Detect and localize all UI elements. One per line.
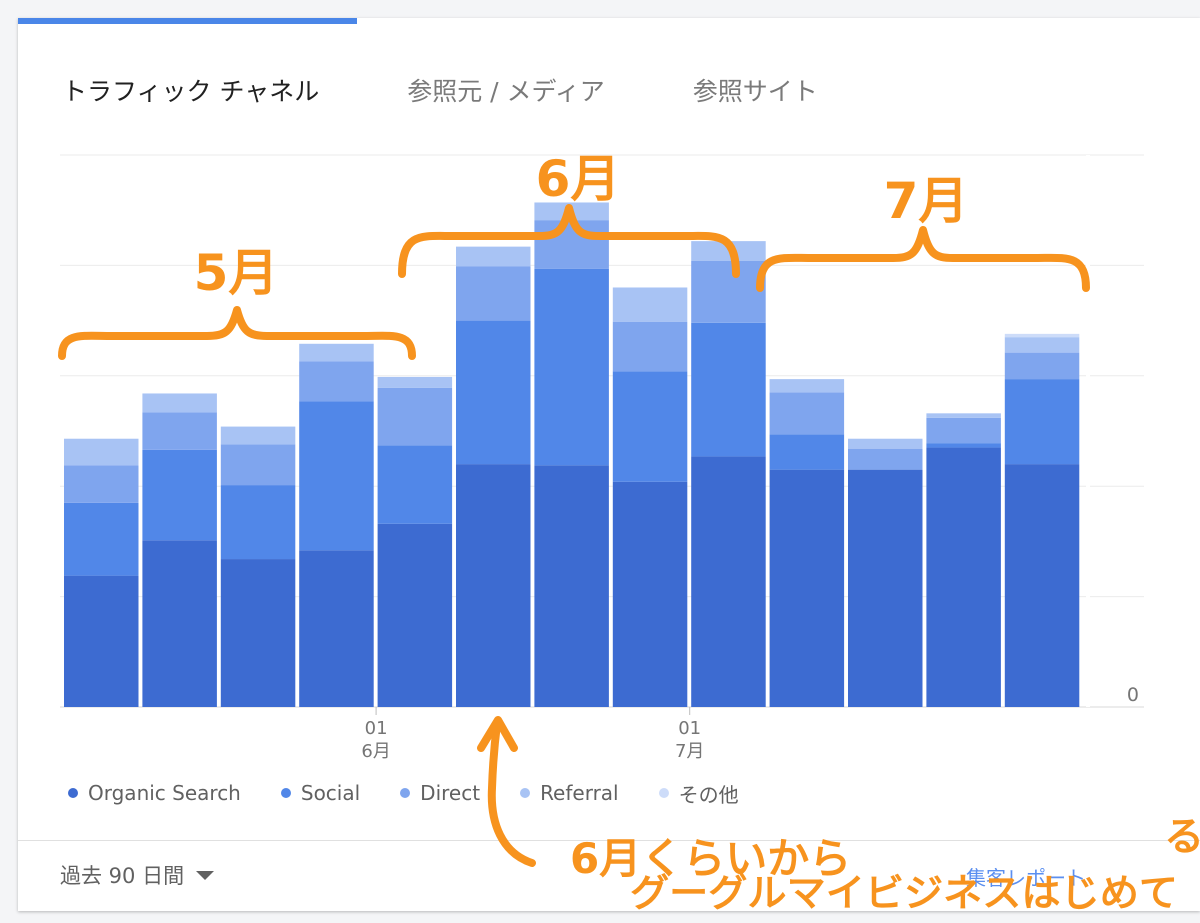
bar-segment bbox=[142, 449, 217, 541]
bar-segment bbox=[769, 434, 845, 470]
legend-dot-icon bbox=[520, 788, 531, 798]
legend-item[interactable]: Referral bbox=[520, 781, 619, 805]
chart-legend: Organic Search Social Direct Referral その他 bbox=[68, 778, 779, 808]
bar-segment bbox=[220, 559, 296, 707]
x-tick-sublabel: 6月 bbox=[361, 741, 390, 762]
legend-label: Organic Search bbox=[88, 781, 241, 805]
legend-label: Social bbox=[300, 781, 361, 805]
chevron-down-icon bbox=[196, 870, 215, 880]
bar-segment bbox=[456, 246, 531, 267]
legend-item[interactable]: Organic Search bbox=[68, 781, 241, 805]
bar-segment bbox=[534, 465, 609, 707]
bar-segment bbox=[142, 393, 217, 413]
x-tick-sublabel: 7月 bbox=[675, 741, 704, 762]
bar-segment bbox=[456, 320, 531, 465]
traffic-chart: 0 01 6月 01 7月 bbox=[18, 18, 1200, 911]
bar-segment bbox=[1004, 337, 1080, 353]
tab-bar: トラフィック チャネル 参照元 / メディア 参照サイト bbox=[62, 70, 818, 110]
bar-segment bbox=[456, 464, 531, 707]
legend-dot-icon bbox=[280, 788, 291, 798]
bar-segment bbox=[220, 426, 296, 445]
bar-segment bbox=[769, 379, 845, 393]
legend-label: Referral bbox=[540, 781, 619, 805]
acquisition-report-link[interactable]: 集客レポート bbox=[966, 866, 1086, 890]
active-tab-indicator bbox=[18, 18, 357, 24]
legend-dot-icon bbox=[400, 788, 411, 798]
bar-segment bbox=[64, 465, 139, 503]
bar-segment bbox=[1004, 379, 1080, 465]
legend-label: Direct bbox=[420, 781, 481, 805]
bar-segment bbox=[299, 361, 374, 402]
bar-segment bbox=[64, 502, 139, 576]
bar-segment bbox=[377, 387, 453, 446]
bar-segment bbox=[64, 575, 139, 707]
bar-segment bbox=[220, 485, 296, 560]
bar-segment bbox=[142, 412, 217, 450]
bar-segment bbox=[1004, 333, 1080, 338]
traffic-card: トラフィック チャネル 参照元 / メディア 参照サイト 0 01 6月 01 7月 O… bbox=[18, 18, 1200, 915]
legend-label: その他 bbox=[678, 782, 739, 807]
bar-segment bbox=[612, 287, 688, 322]
bar-segment bbox=[612, 321, 688, 372]
legend-item[interactable]: その他 bbox=[658, 779, 739, 808]
y-tick-label: 0 bbox=[1127, 684, 1139, 706]
bar-segment bbox=[848, 448, 923, 470]
bar-segment bbox=[691, 241, 766, 261]
legend-item[interactable]: Direct bbox=[400, 781, 480, 805]
bar-segment bbox=[534, 268, 609, 466]
bar-segment bbox=[220, 444, 296, 486]
bar-segment bbox=[534, 220, 609, 269]
legend-dot-icon bbox=[658, 788, 669, 798]
bar-segment bbox=[926, 417, 1001, 444]
bar-segment bbox=[1004, 352, 1080, 380]
bar-segment bbox=[769, 469, 845, 707]
bar-segment bbox=[377, 445, 453, 524]
period-label: 過去 90 日間 bbox=[60, 864, 185, 888]
bar-segment bbox=[691, 456, 766, 707]
bar-segment bbox=[691, 260, 766, 323]
x-tick-label: 01 bbox=[678, 718, 701, 739]
bar-segment bbox=[64, 438, 139, 466]
period-selector[interactable]: 過去 90 日間 bbox=[60, 860, 215, 890]
bar-segment bbox=[612, 481, 688, 707]
bar-segment bbox=[456, 266, 531, 321]
tab-traffic-channel[interactable]: トラフィック チャネル bbox=[62, 77, 320, 106]
tab-source-medium[interactable]: 参照元 / メディア bbox=[407, 77, 605, 106]
legend-dot-icon bbox=[68, 788, 78, 798]
bar-segment bbox=[299, 550, 374, 707]
legend-item[interactable]: Social bbox=[280, 781, 361, 805]
tab-referrals[interactable]: 参照サイト bbox=[692, 77, 818, 106]
bar-segment bbox=[848, 469, 923, 707]
x-tick-label: 01 bbox=[365, 718, 388, 739]
footer-divider bbox=[18, 840, 1200, 841]
bar-segment bbox=[691, 322, 766, 457]
bar-segment bbox=[1004, 464, 1080, 707]
bar-segment bbox=[848, 438, 923, 449]
bar-segment bbox=[377, 376, 453, 388]
bar-segment bbox=[299, 401, 374, 551]
bar-segment bbox=[612, 371, 688, 482]
bar-segment bbox=[142, 540, 217, 707]
bar-segment bbox=[769, 392, 845, 435]
bar-segment bbox=[926, 447, 1001, 707]
bar-segment bbox=[926, 413, 1001, 418]
bar-segment bbox=[299, 343, 374, 362]
bar-segment bbox=[377, 523, 453, 707]
bar-segment bbox=[534, 202, 609, 221]
bar-segment bbox=[926, 443, 1001, 448]
